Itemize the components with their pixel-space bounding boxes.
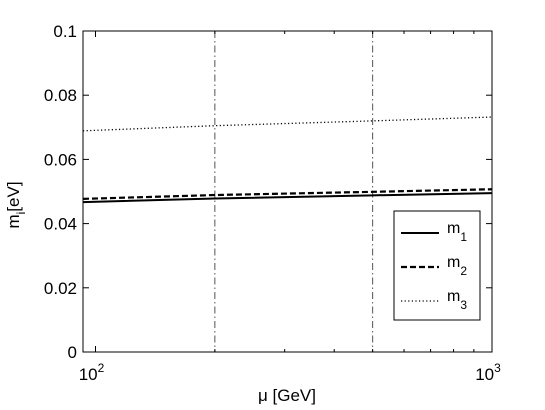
y-axis-ticks: 0 0.02 0.04 0.06 0.08 0.1 xyxy=(44,22,492,362)
plot-frame xyxy=(82,30,493,353)
x-tick-label: 102 xyxy=(79,361,105,384)
x-tick-label: 103 xyxy=(475,361,501,384)
legend-entry: m2 xyxy=(447,254,467,278)
x-axis-label: μ [GeV] xyxy=(258,386,316,405)
y-tick-label: 0.08 xyxy=(44,86,77,105)
y-tick-label: 0.04 xyxy=(44,215,77,234)
y-tick-label: 0.06 xyxy=(44,150,77,169)
legend-entry: m3 xyxy=(447,288,467,312)
series-lines xyxy=(82,116,493,204)
y-tick-label: 0 xyxy=(68,343,77,362)
y-axis-label: mi[eV] xyxy=(4,181,28,228)
series-line-m3 xyxy=(82,116,493,132)
legend: m1 m2 m3 xyxy=(393,210,481,321)
y-tick-label: 0.1 xyxy=(53,22,77,41)
x-axis-ticks: 102 103 xyxy=(79,31,501,384)
series-line-m1 xyxy=(82,192,493,204)
legend-box xyxy=(393,210,481,321)
y-tick-label: 0.02 xyxy=(44,279,77,298)
legend-entry: m1 xyxy=(447,220,467,244)
series-line-m2 xyxy=(82,188,493,200)
